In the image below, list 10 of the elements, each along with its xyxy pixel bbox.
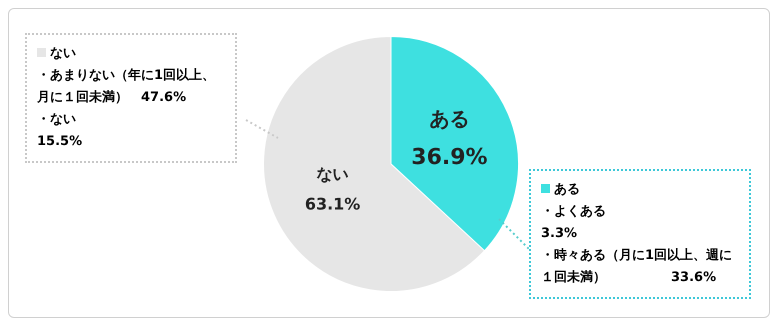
data-label: 63.1% xyxy=(304,194,360,214)
data-label: 36.9% xyxy=(411,145,488,170)
slice-label: ない xyxy=(316,164,349,184)
legend-label: ある xyxy=(553,181,581,199)
text: ・ない 15.5% xyxy=(37,111,84,151)
legend-label: ない xyxy=(49,45,77,63)
text: ・あまりない（年に1回以上、月に１回未満） 47.6% xyxy=(37,67,216,107)
text: ・時々ある（月に1回以上、週に１回未満） 33.6% xyxy=(541,247,734,287)
slice-label: ある xyxy=(429,106,470,131)
text: ・よくある 3.3% xyxy=(541,203,607,243)
